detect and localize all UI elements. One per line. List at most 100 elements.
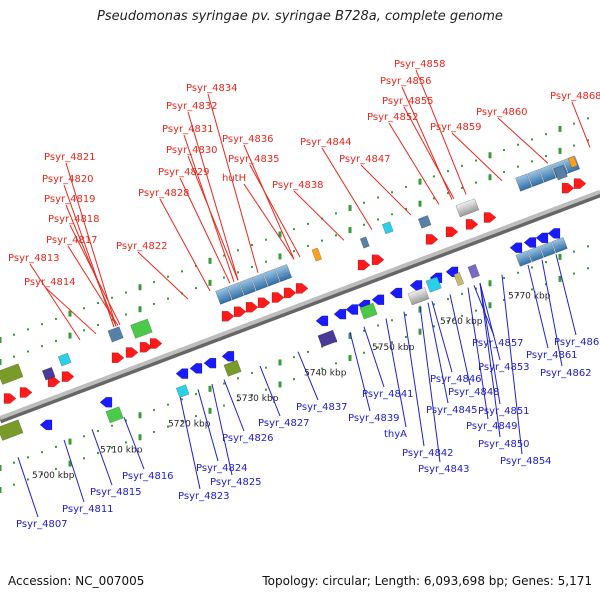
feature-block bbox=[467, 264, 480, 279]
tick-dot bbox=[573, 250, 575, 253]
reverse-gene-arrow bbox=[203, 357, 217, 369]
tick-dot bbox=[138, 412, 142, 419]
tick-dot bbox=[195, 287, 197, 290]
reverse-gene-arrow bbox=[389, 287, 403, 299]
scale-label: 5700 kbp bbox=[32, 471, 75, 481]
tick-dot bbox=[27, 478, 29, 481]
tick-dot bbox=[433, 303, 435, 306]
tick-dot bbox=[418, 200, 422, 207]
reverse-gene-arrow bbox=[547, 228, 561, 239]
reverse-gene-label: Psyr_4823 bbox=[178, 491, 230, 502]
tick-dot bbox=[377, 196, 379, 199]
feature-block bbox=[551, 236, 568, 254]
tick-dot bbox=[97, 302, 99, 305]
tick-dot bbox=[475, 181, 477, 184]
feature-block bbox=[263, 268, 281, 287]
tick-dot bbox=[237, 399, 239, 402]
tick-dot bbox=[377, 346, 379, 349]
label-leader-lines bbox=[17, 69, 591, 518]
reverse-gene-label: Psyr_4854 bbox=[500, 456, 552, 467]
reverse-gene-arrow bbox=[189, 363, 203, 374]
forward-gene-leader-line bbox=[137, 251, 189, 300]
tick-dot bbox=[265, 388, 267, 391]
forward-gene-label: Psyr_4832 bbox=[166, 101, 218, 112]
tick-dot bbox=[321, 367, 323, 370]
tick-dot bbox=[27, 350, 29, 353]
forward-gene-label: hutH bbox=[222, 173, 246, 184]
tick-dot bbox=[111, 318, 113, 321]
feature-block bbox=[0, 419, 24, 441]
reverse-gene-leader-line bbox=[479, 282, 501, 361]
tick-dot bbox=[55, 445, 57, 448]
reverse-gene-arrow bbox=[39, 419, 53, 431]
gene-label-layer: Psyr_4813 Psyr_4814 Psyr_4817 Psyr_4818 Psyr… bbox=[8, 59, 600, 530]
forward-gene-label: Psyr_4858 bbox=[394, 59, 446, 70]
tick-dot bbox=[503, 170, 505, 173]
reverse-gene-arrow bbox=[175, 368, 189, 379]
reverse-gene-leader-line bbox=[527, 264, 549, 349]
reverse-gene-label: Psyr_4839 bbox=[348, 413, 400, 424]
scale-label: 5770 kbp bbox=[508, 291, 551, 301]
backbone-line bbox=[0, 189, 600, 420]
tick-dot bbox=[405, 313, 407, 316]
tick-dot bbox=[138, 284, 142, 291]
tick-dot bbox=[55, 317, 57, 320]
reverse-gene-leader-line bbox=[501, 274, 523, 455]
tick-dot bbox=[307, 244, 309, 247]
tick-dot bbox=[558, 147, 562, 154]
tick-dot bbox=[488, 280, 492, 287]
tick-dot bbox=[27, 328, 29, 331]
genome-backbone: 5700 kbp 5710 kbp 5720 kbp 5730 kbp 5740 kbp… bbox=[0, 189, 600, 481]
reverse-gene-label: Psyr_4846 bbox=[430, 374, 482, 385]
feature-block bbox=[0, 363, 24, 385]
forward-gene-arrow bbox=[561, 182, 575, 194]
forward-gene-arrow bbox=[245, 302, 259, 313]
feature-block bbox=[567, 155, 578, 169]
tick-dot bbox=[181, 398, 183, 401]
tick-dot bbox=[573, 272, 575, 275]
reverse-gene-leader-line bbox=[467, 287, 489, 420]
tick-dot bbox=[517, 293, 519, 296]
tick-dot bbox=[41, 323, 43, 326]
tick-dot bbox=[433, 197, 435, 200]
feature-block bbox=[455, 198, 480, 218]
feature-block bbox=[539, 164, 557, 183]
tick-dot bbox=[418, 306, 422, 313]
forward-gene-label: Psyr_4822 bbox=[116, 241, 168, 252]
forward-gene-label: Psyr_4856 bbox=[380, 76, 432, 87]
tick-dot bbox=[348, 227, 352, 234]
tick-dot bbox=[447, 170, 449, 173]
tick-dot bbox=[208, 385, 212, 392]
tick-dot bbox=[0, 337, 2, 343]
tick-dot bbox=[13, 333, 15, 336]
tick-dot bbox=[558, 275, 562, 282]
tick-dot bbox=[573, 122, 575, 125]
reverse-gene-label: Psyr_4843 bbox=[418, 464, 470, 475]
tick-dot bbox=[377, 218, 379, 221]
tick-dot bbox=[13, 461, 15, 464]
reverse-gene-label: thyA bbox=[384, 429, 407, 440]
forward-gene-leader-line bbox=[401, 86, 453, 200]
forward-gene-label: Psyr_4813 bbox=[8, 253, 60, 264]
tick-dot bbox=[153, 430, 155, 433]
feature-block bbox=[227, 282, 245, 301]
feature-block bbox=[223, 359, 242, 377]
tick-dot bbox=[125, 291, 127, 294]
tick-dot bbox=[125, 441, 127, 444]
forward-gene-leader-line bbox=[45, 287, 97, 335]
forward-gene-label: Psyr_4852 bbox=[367, 112, 419, 123]
tick-dot bbox=[461, 164, 463, 167]
reverse-gene-leader-line bbox=[555, 254, 577, 336]
reverse-gene-leader-line bbox=[449, 294, 471, 386]
forward-gene-arrow bbox=[149, 338, 163, 349]
tick-dot bbox=[447, 192, 449, 195]
tick-dot bbox=[0, 487, 2, 493]
forward-gene-leader-line bbox=[159, 198, 211, 292]
forward-gene-leader-line bbox=[415, 69, 467, 195]
tick-dot bbox=[167, 425, 169, 428]
tick-dot bbox=[461, 292, 463, 295]
tick-dot bbox=[488, 302, 492, 309]
forward-gene-label: Psyr_4835 bbox=[228, 154, 280, 165]
tick-dot bbox=[111, 446, 113, 449]
tick-dot bbox=[517, 143, 519, 146]
